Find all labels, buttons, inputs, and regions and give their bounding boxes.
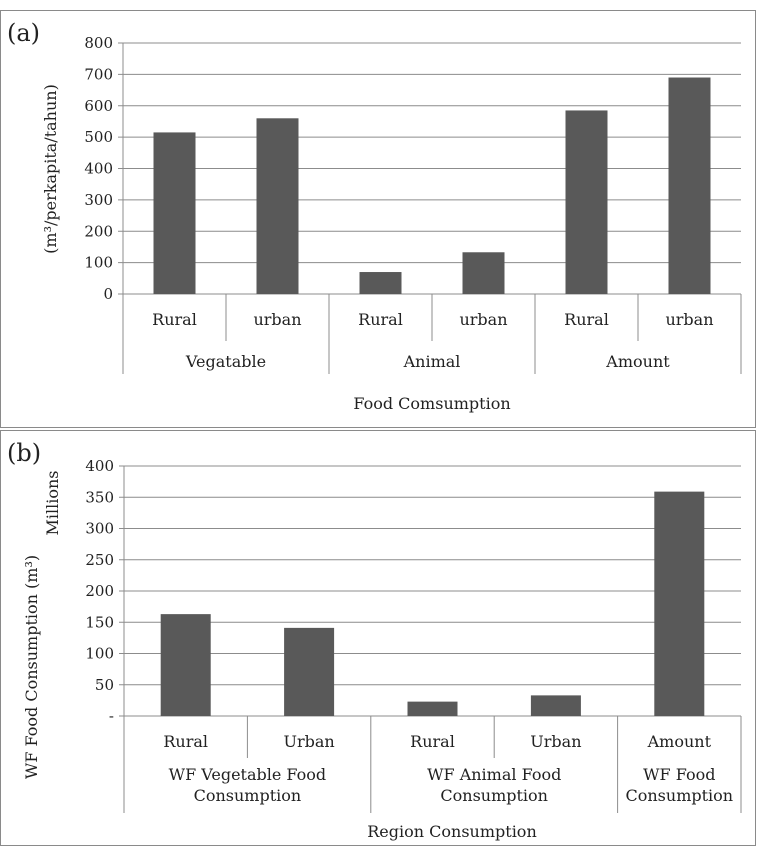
chart-b-y-tick-label: - xyxy=(109,707,114,725)
chart-a-category-label: urban xyxy=(459,310,507,329)
chart-b-unit-label: Millions xyxy=(43,471,62,536)
chart-panel-b: (b) - 50 100 150 200 250 300 350 400 Rural Urban Ru… xyxy=(0,430,756,846)
panel-label-a: (a) xyxy=(7,19,41,47)
chart-a-bar xyxy=(359,272,402,294)
chart-a-group-label: Amount xyxy=(605,352,670,371)
chart-a-group-label: Vegatable xyxy=(185,352,266,371)
chart-a-y-tick-label: 500 xyxy=(84,128,113,146)
chart-b-y-tick-label: 300 xyxy=(85,520,114,538)
chart-a-bar xyxy=(153,132,196,294)
chart-a-x-axis-label: Food Comsumption xyxy=(353,394,510,413)
chart-b-bar xyxy=(530,695,581,716)
chart-b-y-tick-label: 100 xyxy=(85,645,114,663)
chart-a-bar xyxy=(668,77,711,294)
chart-b-y-tick-label: 400 xyxy=(85,457,114,475)
chart-b-category-label: Urban xyxy=(283,732,334,751)
chart-b-category-label: Rural xyxy=(410,732,455,751)
chart-b-category-label: Amount xyxy=(647,732,712,751)
chart-b-y-tick-label: 350 xyxy=(85,488,114,506)
chart-a-y-axis-label: (m³/perkapita/tahun) xyxy=(41,84,60,254)
chart-b-bar xyxy=(654,491,705,716)
chart-b-y-tick-label: 250 xyxy=(85,551,114,569)
chart-a-category-label: Rural xyxy=(564,310,609,329)
chart-a-y-tick-label: 300 xyxy=(84,191,113,209)
chart-a-category-label: urban xyxy=(253,310,301,329)
chart-a-category-label: urban xyxy=(665,310,713,329)
chart-a-category-label: Rural xyxy=(358,310,403,329)
chart-a-svg: 0 100 200 300 400 500 600 700 800 Rural urban Rural… xyxy=(41,34,742,413)
chart-a-y-tick-label: 0 xyxy=(103,285,113,303)
chart-b-svg: - 50 100 150 200 250 300 350 400 Rural Urban Rural U… xyxy=(22,457,742,841)
chart-b-group-label: Consumption xyxy=(440,786,548,805)
chart-b-category-label: Urban xyxy=(530,732,581,751)
chart-b-group-label: Consumption xyxy=(194,786,302,805)
chart-b-group-label: WF Food xyxy=(643,765,715,784)
chart-b-bar xyxy=(407,701,458,716)
chart-b-x-axis-label: Region Consumption xyxy=(367,822,537,841)
chart-a-category-label: Rural xyxy=(152,310,197,329)
chart-b-y-tick-label: 50 xyxy=(95,676,114,694)
chart-a-group-label: Animal xyxy=(403,352,461,371)
chart-a-bar xyxy=(462,252,505,294)
chart-a-bar xyxy=(256,118,299,294)
chart-panel-a: (a) 0 100 200 300 400 500 600 700 800 Rural urban R… xyxy=(0,10,756,428)
chart-a-y-tick-label: 700 xyxy=(84,65,113,83)
chart-b-bar xyxy=(160,614,211,716)
chart-b-group-label: WF Vegetable Food xyxy=(169,765,327,784)
chart-b-y-tick-label: 150 xyxy=(85,613,114,631)
chart-b-y-tick-label: 200 xyxy=(85,582,114,600)
panel-label-b: (b) xyxy=(7,439,42,467)
chart-a-y-tick-label: 600 xyxy=(84,97,113,115)
chart-b-category-label: Rural xyxy=(163,732,208,751)
chart-a-y-tick-label: 200 xyxy=(84,222,113,240)
chart-a-y-tick-label: 400 xyxy=(84,160,113,178)
chart-a-y-tick-label: 800 xyxy=(84,34,113,52)
chart-a-y-tick-label: 100 xyxy=(84,254,113,272)
chart-b-y-axis-label: WF Food Consumption (m³) xyxy=(22,555,41,779)
chart-b-group-label: WF Animal Food xyxy=(427,765,561,784)
chart-a-bar xyxy=(565,110,608,294)
chart-b-group-label: Consumption xyxy=(626,786,734,805)
chart-b-bar xyxy=(284,627,335,716)
